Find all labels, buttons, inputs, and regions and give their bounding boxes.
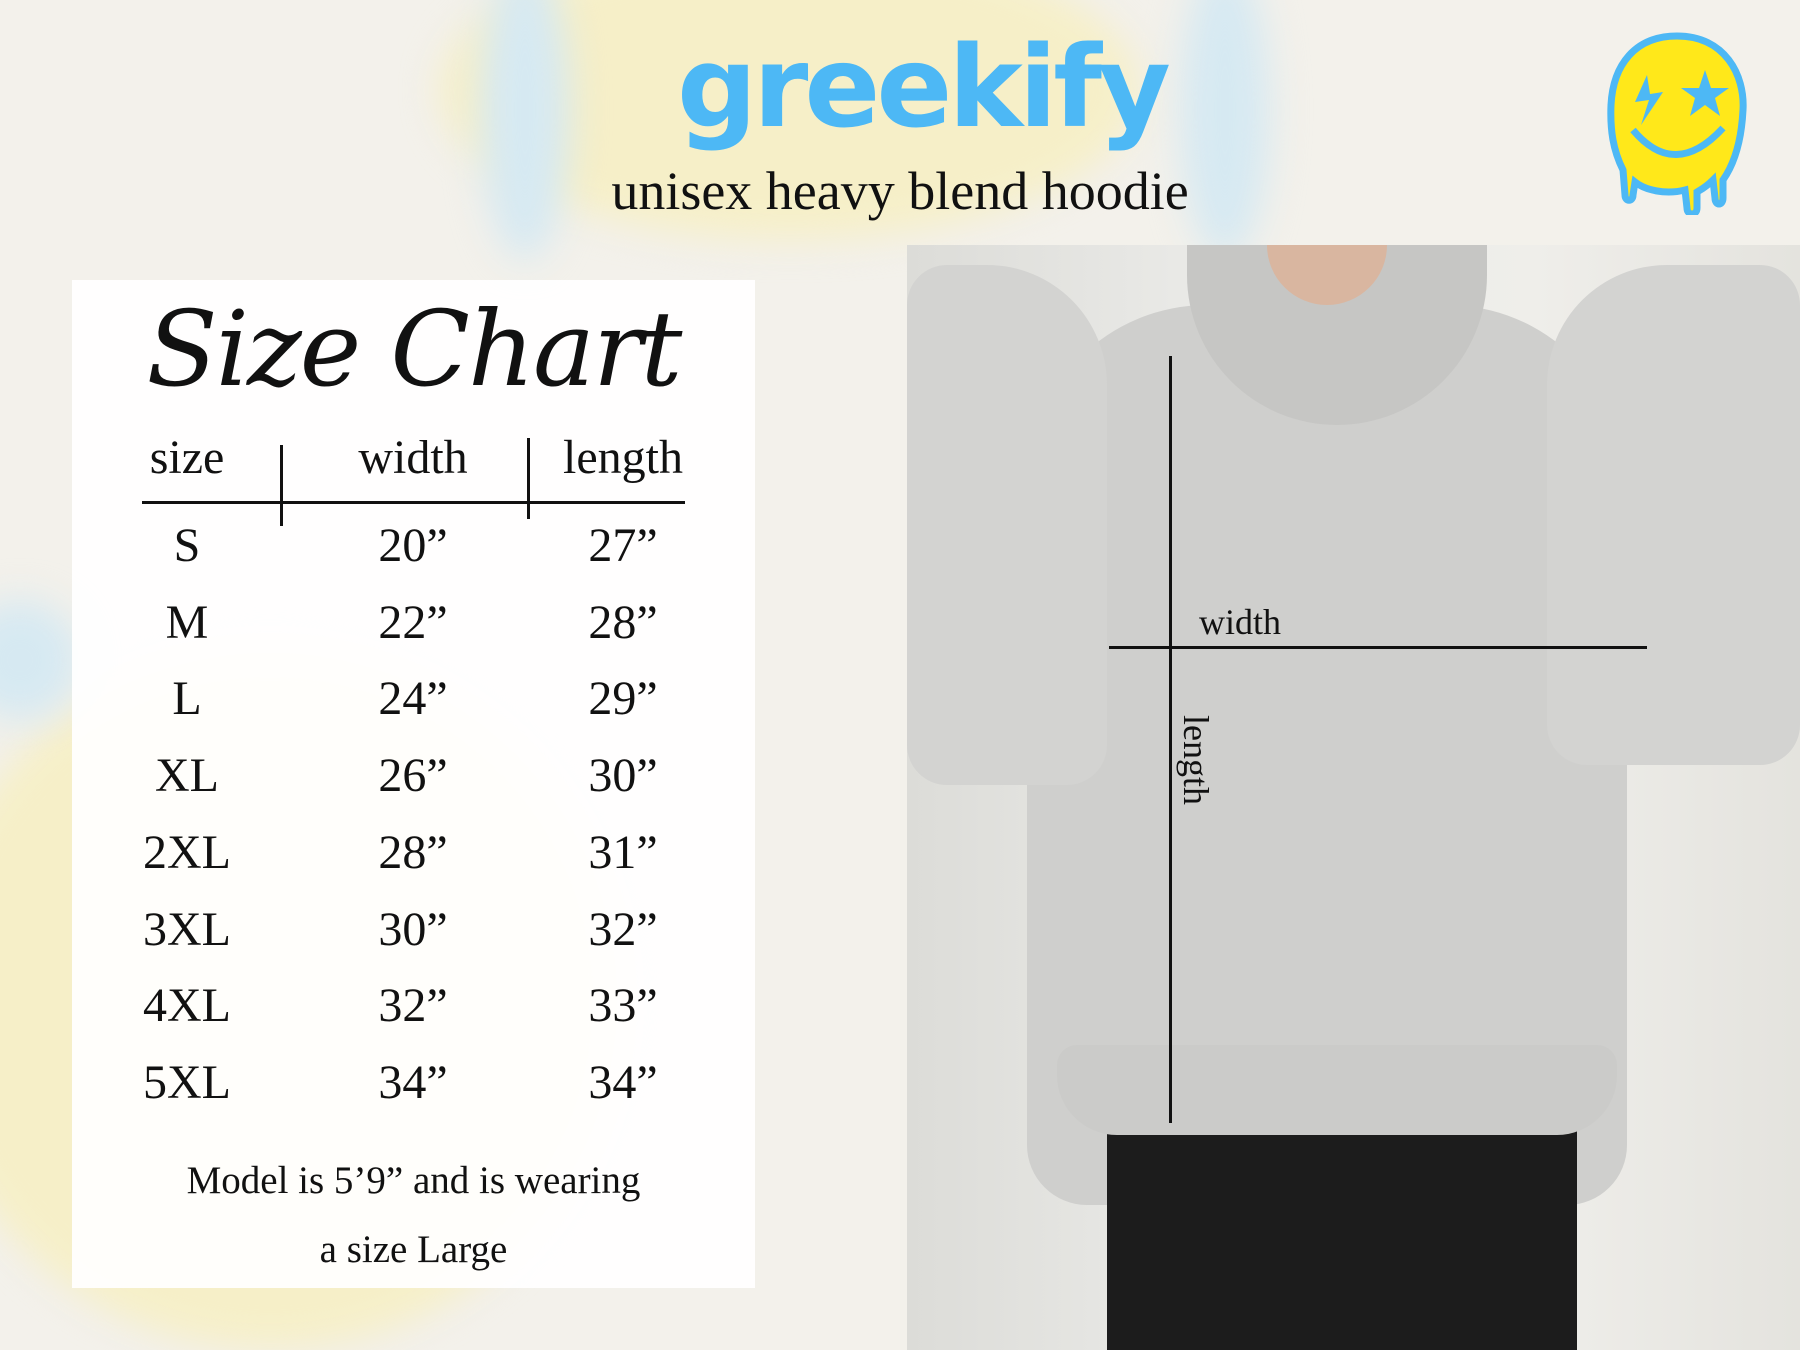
model-hoodie-photo: width length: [907, 245, 1800, 1350]
size-row-size: 3XL: [143, 902, 231, 956]
size-chart-title: Size Chart: [146, 288, 683, 410]
length-label: length: [1176, 715, 1216, 805]
size-row-size: XL: [155, 749, 219, 803]
header-underline: [142, 501, 685, 504]
product-subtitle: unisex heavy blend hoodie: [611, 161, 1189, 221]
bg-blue-blob: [0, 600, 80, 720]
length-measure-line: [1169, 356, 1172, 1123]
size-row-width: 24”: [378, 672, 448, 726]
size-row-size: S: [173, 519, 201, 572]
column-divider: [527, 438, 530, 519]
size-row-width: 22”: [378, 595, 448, 649]
size-row-width: 28”: [378, 825, 448, 879]
size-row-width: 20”: [378, 519, 448, 572]
size-row-size: 2XL: [143, 825, 231, 879]
size-chart-card: Size Chart size width length S 20” 27” M 22”…: [72, 280, 755, 1288]
header-width: width: [358, 431, 468, 484]
size-row-length: 27”: [588, 519, 658, 572]
column-divider: [280, 445, 283, 526]
hoodie-sleeve-right: [1547, 265, 1800, 765]
size-row-size: M: [165, 595, 209, 649]
size-row-length: 29”: [588, 672, 658, 726]
size-row-length: 33”: [588, 979, 658, 1033]
melting-smiley-icon: [1607, 32, 1747, 215]
size-row-width: 32”: [378, 979, 448, 1033]
size-row-size: 5XL: [143, 1055, 231, 1109]
bg-blue-blob: [1180, 0, 1270, 260]
size-row-length: 34”: [588, 1055, 658, 1109]
size-row-length: 28”: [588, 595, 658, 649]
model-note-line1: Model is 5’9” and is wearing: [186, 1159, 641, 1202]
model-note-line2: a size Large: [319, 1228, 508, 1271]
bg-blue-blob: [480, 0, 570, 260]
size-row-width: 30”: [378, 902, 448, 956]
size-row-size: 4XL: [143, 979, 231, 1033]
shorts: [1107, 1095, 1577, 1350]
size-row-size: L: [172, 672, 202, 726]
hoodie-sleeve-left: [907, 265, 1107, 785]
brand-logo: greekify: [677, 23, 1171, 153]
size-row-width: 34”: [378, 1055, 448, 1109]
size-row-width: 26”: [378, 749, 448, 803]
header-length: length: [563, 431, 683, 484]
hoodie-hem: [1057, 1045, 1617, 1135]
size-row-length: 32”: [588, 902, 658, 956]
header-size: size: [149, 431, 225, 484]
width-label: width: [1199, 602, 1282, 642]
width-measure-line: [1109, 646, 1647, 649]
size-row-length: 31”: [588, 825, 658, 879]
size-row-length: 30”: [588, 749, 658, 803]
